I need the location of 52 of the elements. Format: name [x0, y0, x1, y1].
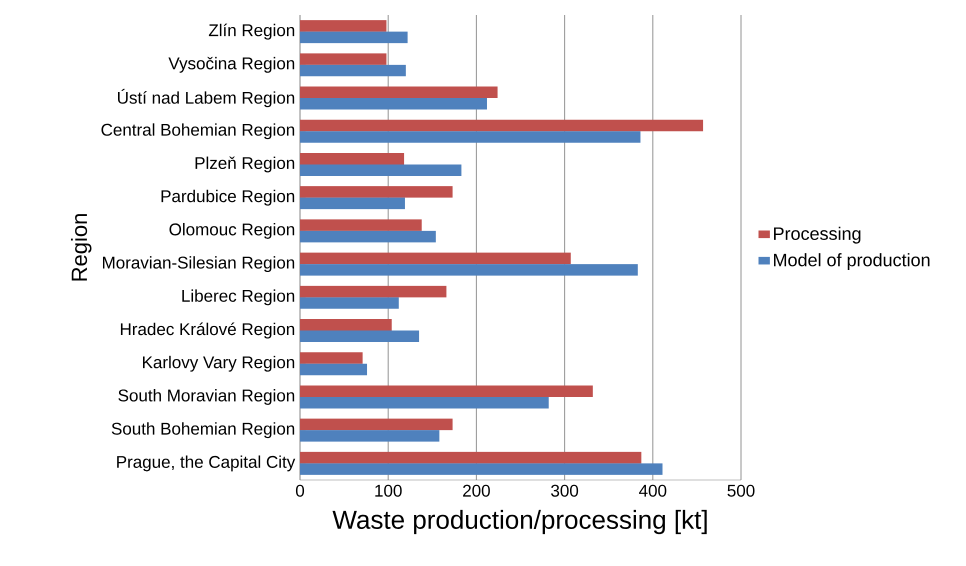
y-axis-title: Region — [70, 214, 92, 281]
bar — [300, 230, 436, 242]
x-axis-title: Waste production/processing [kt] — [332, 510, 707, 534]
bar — [300, 364, 368, 376]
bar — [300, 463, 663, 475]
bar — [300, 32, 408, 44]
bar — [300, 264, 638, 276]
legend-label: Processing — [774, 226, 860, 244]
bar — [300, 319, 392, 331]
y-tick-label: Prague, the Capital City — [117, 455, 296, 472]
bar — [300, 198, 405, 210]
bar — [300, 219, 422, 231]
bar — [300, 186, 453, 198]
y-tick-label: Hradec Králové Region — [120, 322, 294, 339]
bar — [300, 64, 406, 76]
bar — [300, 86, 498, 98]
x-tick-label: 500 — [728, 484, 755, 497]
bar — [300, 20, 386, 32]
bar — [300, 430, 440, 442]
y-tick-label: Olomouc Region — [169, 222, 294, 239]
x-tick-label: 200 — [463, 484, 490, 497]
y-tick-label: Vysočina Region — [168, 56, 294, 73]
bar — [300, 164, 462, 176]
bar — [300, 396, 549, 408]
x-tick-label: 400 — [639, 484, 666, 497]
y-tick-label: Moravian-Silesian Region — [102, 256, 294, 272]
bar — [300, 385, 593, 397]
y-tick-label: Liberec Region — [182, 289, 294, 306]
bar — [300, 297, 399, 309]
bar — [300, 53, 386, 65]
bar — [300, 330, 420, 342]
bar — [300, 352, 363, 364]
y-tick-label: Karlovy Vary Region — [143, 356, 294, 372]
x-tick-label: 0 — [296, 484, 304, 497]
y-tick-label: Ústí nad Labem Region — [118, 88, 294, 108]
bar — [300, 120, 704, 132]
bar — [300, 286, 446, 298]
bar — [300, 152, 404, 164]
bar — [300, 452, 642, 464]
legend-label: Model of production — [774, 253, 930, 270]
bar — [300, 418, 453, 430]
y-tick-label: South Moravian Region — [118, 389, 294, 405]
y-tick-label: South Bohemian Region — [112, 422, 294, 438]
bar — [300, 131, 640, 143]
bar — [300, 252, 571, 264]
bar — [300, 98, 487, 110]
y-tick-label: Zlín Region — [208, 24, 294, 40]
y-tick-label: Pardubice Region — [162, 190, 294, 206]
y-tick-label: Central Bohemian Region — [101, 123, 294, 140]
x-tick-label: 100 — [375, 484, 402, 497]
x-tick-label: 300 — [551, 484, 578, 497]
y-tick-label: Plzeň Region — [196, 156, 294, 172]
